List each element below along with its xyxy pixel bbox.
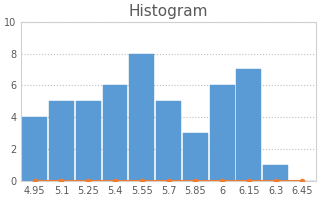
Bar: [156, 101, 181, 181]
Bar: [183, 133, 208, 181]
Bar: [236, 69, 261, 181]
Bar: [102, 85, 127, 181]
Bar: [76, 101, 101, 181]
Bar: [22, 117, 47, 181]
Bar: [263, 165, 288, 181]
Bar: [210, 85, 235, 181]
Title: Histogram: Histogram: [129, 4, 208, 19]
Bar: [129, 54, 154, 181]
Bar: [49, 101, 74, 181]
